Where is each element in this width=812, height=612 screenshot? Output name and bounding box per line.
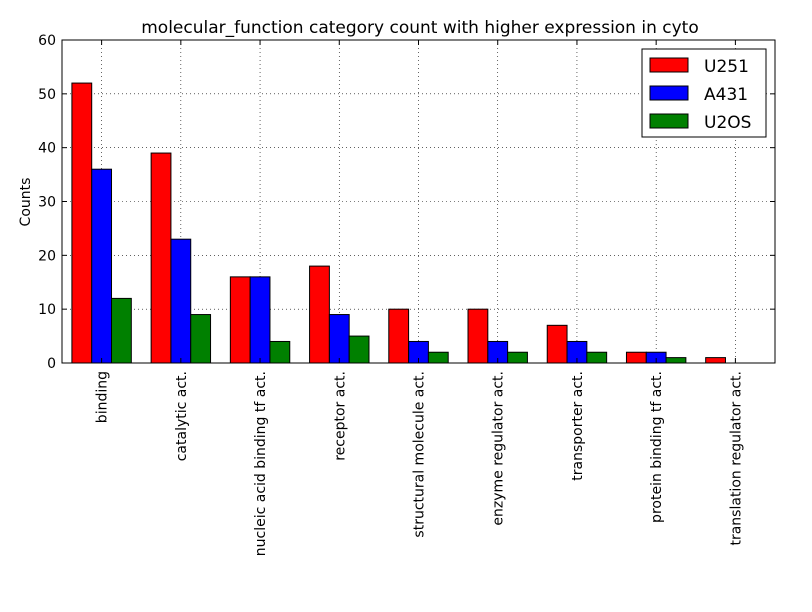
bar-u2os <box>586 351 608 364</box>
bar-a431 <box>170 238 192 364</box>
legend: U251 A431 U2OS <box>641 48 767 138</box>
bar-u2os <box>665 357 687 364</box>
bar-u251 <box>71 82 93 364</box>
y-tick-label: 60 <box>38 33 56 49</box>
bar-u2os <box>427 351 449 364</box>
bar-u2os <box>190 314 212 364</box>
bar-u2os <box>269 340 291 364</box>
x-tick-label: catalytic act. <box>174 371 190 461</box>
x-tick-label: receptor act. <box>332 371 348 461</box>
x-tick-label: protein binding tf act. <box>649 371 665 523</box>
bar-u251 <box>705 357 726 364</box>
x-tick-label: nucleic acid binding tf act. <box>253 371 269 556</box>
y-axis-label: Counts <box>18 178 34 227</box>
bar-a431 <box>91 168 113 364</box>
bar-a431 <box>328 314 350 364</box>
bar-u251 <box>625 351 647 364</box>
y-tick-label: 10 <box>38 302 56 318</box>
legend-label: U251 <box>704 57 749 77</box>
y-tick-label: 50 <box>38 87 56 103</box>
x-tick-label: translation regulator act. <box>728 371 744 546</box>
x-tick-label: structural molecule act. <box>412 371 428 538</box>
bar-u251 <box>467 308 489 364</box>
axis-ticks: 0 10 20 30 40 50 60 binding catalytic act. nuclei… <box>38 33 775 556</box>
chart-title: molecular_function category count with h… <box>141 18 699 38</box>
y-tick-label: 20 <box>38 248 56 264</box>
legend-label: U2OS <box>704 113 751 133</box>
bar-a431 <box>249 276 271 364</box>
bar-u251 <box>388 308 410 364</box>
legend-swatch <box>649 57 689 73</box>
y-tick-label: 0 <box>47 356 56 372</box>
bar-u251 <box>309 265 330 364</box>
x-tick-label: enzyme regulator act. <box>491 371 507 526</box>
bar-u2os <box>348 335 370 364</box>
y-tick-label: 30 <box>38 195 56 211</box>
legend-label: A431 <box>704 85 748 105</box>
legend-swatch <box>649 85 689 101</box>
grid <box>62 40 775 363</box>
bar-u2os <box>507 351 528 364</box>
bar-u2os <box>111 297 132 364</box>
bar-u251 <box>229 276 251 364</box>
x-tick-label: transporter act. <box>570 371 586 481</box>
legend-swatch <box>649 113 689 129</box>
x-tick-label: binding <box>95 371 111 423</box>
bar-u251 <box>546 324 568 364</box>
y-tick-label: 40 <box>38 141 56 157</box>
bar-u251 <box>150 152 172 364</box>
bars <box>71 82 726 364</box>
